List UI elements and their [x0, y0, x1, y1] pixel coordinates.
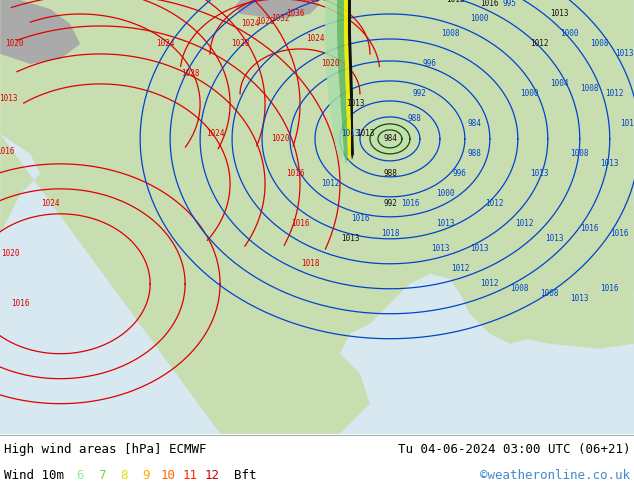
Text: 1012: 1012 [451, 264, 469, 273]
Text: 1012: 1012 [531, 40, 549, 49]
Text: 1013: 1013 [0, 95, 18, 103]
Text: 1016: 1016 [401, 199, 419, 208]
Text: 1028: 1028 [231, 40, 249, 49]
Text: 1013: 1013 [356, 129, 374, 138]
Text: 1000: 1000 [470, 15, 489, 24]
Text: 992: 992 [383, 199, 397, 208]
Text: 988: 988 [468, 149, 482, 158]
Text: 8: 8 [120, 469, 127, 483]
Text: 1000: 1000 [521, 89, 539, 98]
Text: 1000: 1000 [560, 29, 579, 39]
Text: ©weatheronline.co.uk: ©weatheronline.co.uk [480, 469, 630, 483]
Polygon shape [337, 0, 348, 164]
Text: 996: 996 [423, 59, 437, 69]
Polygon shape [0, 0, 80, 64]
Text: 9: 9 [142, 469, 150, 483]
Text: 1020: 1020 [321, 59, 339, 69]
Text: 1013: 1013 [340, 234, 359, 244]
Text: 1012: 1012 [321, 179, 339, 188]
Text: 1008: 1008 [541, 289, 559, 298]
Text: 1016: 1016 [291, 220, 309, 228]
Text: High wind areas [hPa] ECMWF: High wind areas [hPa] ECMWF [4, 443, 207, 456]
Text: 1008: 1008 [510, 284, 529, 294]
Text: 1013: 1013 [340, 129, 359, 138]
Polygon shape [235, 0, 320, 19]
Text: 1008: 1008 [571, 149, 589, 158]
Text: 1036: 1036 [286, 9, 304, 19]
Text: 995: 995 [503, 0, 517, 8]
Text: 992: 992 [413, 89, 427, 98]
Polygon shape [543, 249, 579, 289]
Text: 1040: 1040 [301, 0, 320, 4]
Text: 1013: 1013 [346, 99, 364, 108]
Text: 1012: 1012 [481, 279, 499, 288]
Text: 1016: 1016 [11, 299, 30, 308]
Text: 1024: 1024 [206, 129, 224, 138]
Text: 1020: 1020 [5, 40, 23, 49]
Text: 1018: 1018 [301, 259, 320, 269]
Text: 1000: 1000 [436, 189, 454, 198]
Text: 1016: 1016 [581, 224, 599, 233]
Text: 1008: 1008 [581, 84, 599, 94]
Text: 988: 988 [383, 170, 397, 178]
Text: 1012: 1012 [486, 199, 504, 208]
Text: 996: 996 [453, 170, 467, 178]
Text: 1013: 1013 [446, 0, 464, 4]
Polygon shape [325, 0, 344, 164]
Text: 1013: 1013 [546, 234, 564, 244]
Text: 984: 984 [383, 134, 397, 144]
Text: 1013: 1013 [550, 9, 569, 19]
Text: 1024: 1024 [241, 20, 259, 28]
Text: 6: 6 [76, 469, 84, 483]
Text: 1024: 1024 [306, 34, 324, 44]
Text: Tu 04-06-2024 03:00 UTC (06+21): Tu 04-06-2024 03:00 UTC (06+21) [398, 443, 630, 456]
Text: 11: 11 [183, 469, 198, 483]
Text: 1016: 1016 [611, 229, 629, 238]
Text: 1018: 1018 [380, 229, 399, 238]
Text: 10: 10 [160, 469, 176, 483]
Text: Bft: Bft [234, 469, 257, 483]
Polygon shape [228, 74, 245, 104]
Text: 1032: 1032 [271, 15, 289, 24]
Text: 1024: 1024 [156, 40, 174, 49]
Polygon shape [240, 64, 275, 124]
Text: 1012: 1012 [605, 89, 624, 98]
Text: 1028: 1028 [256, 18, 275, 26]
Text: 1016: 1016 [0, 147, 15, 156]
Text: 984: 984 [468, 120, 482, 128]
Polygon shape [355, 144, 375, 174]
Text: 1013: 1013 [436, 220, 454, 228]
Text: 1012: 1012 [515, 220, 534, 228]
Text: 1013: 1013 [571, 294, 589, 303]
Text: 1024: 1024 [41, 199, 60, 208]
Text: 1028: 1028 [181, 70, 199, 78]
Text: 1008: 1008 [441, 29, 459, 39]
Polygon shape [348, 0, 354, 160]
Polygon shape [320, 0, 565, 279]
Text: 1013: 1013 [470, 245, 489, 253]
Text: 1016: 1016 [600, 284, 619, 294]
Text: 1013: 1013 [621, 120, 634, 128]
Text: 7: 7 [98, 469, 106, 483]
Text: 1013: 1013 [531, 170, 549, 178]
Polygon shape [490, 144, 634, 349]
Text: 1013: 1013 [430, 245, 449, 253]
Text: 1013: 1013 [600, 159, 619, 169]
Text: 988: 988 [408, 114, 422, 123]
Text: 1013: 1013 [616, 49, 634, 58]
Polygon shape [0, 0, 634, 434]
Polygon shape [344, 0, 351, 162]
Polygon shape [0, 0, 634, 434]
Text: Wind 10m: Wind 10m [4, 469, 64, 483]
Text: 1020: 1020 [271, 134, 289, 144]
Text: 12: 12 [205, 469, 219, 483]
Text: 1016: 1016 [351, 214, 369, 223]
Text: 1016: 1016 [481, 0, 499, 8]
Text: 1008: 1008 [590, 40, 609, 49]
Text: 1004: 1004 [550, 79, 569, 88]
Text: 1016: 1016 [286, 170, 304, 178]
Text: 1020: 1020 [1, 249, 20, 258]
